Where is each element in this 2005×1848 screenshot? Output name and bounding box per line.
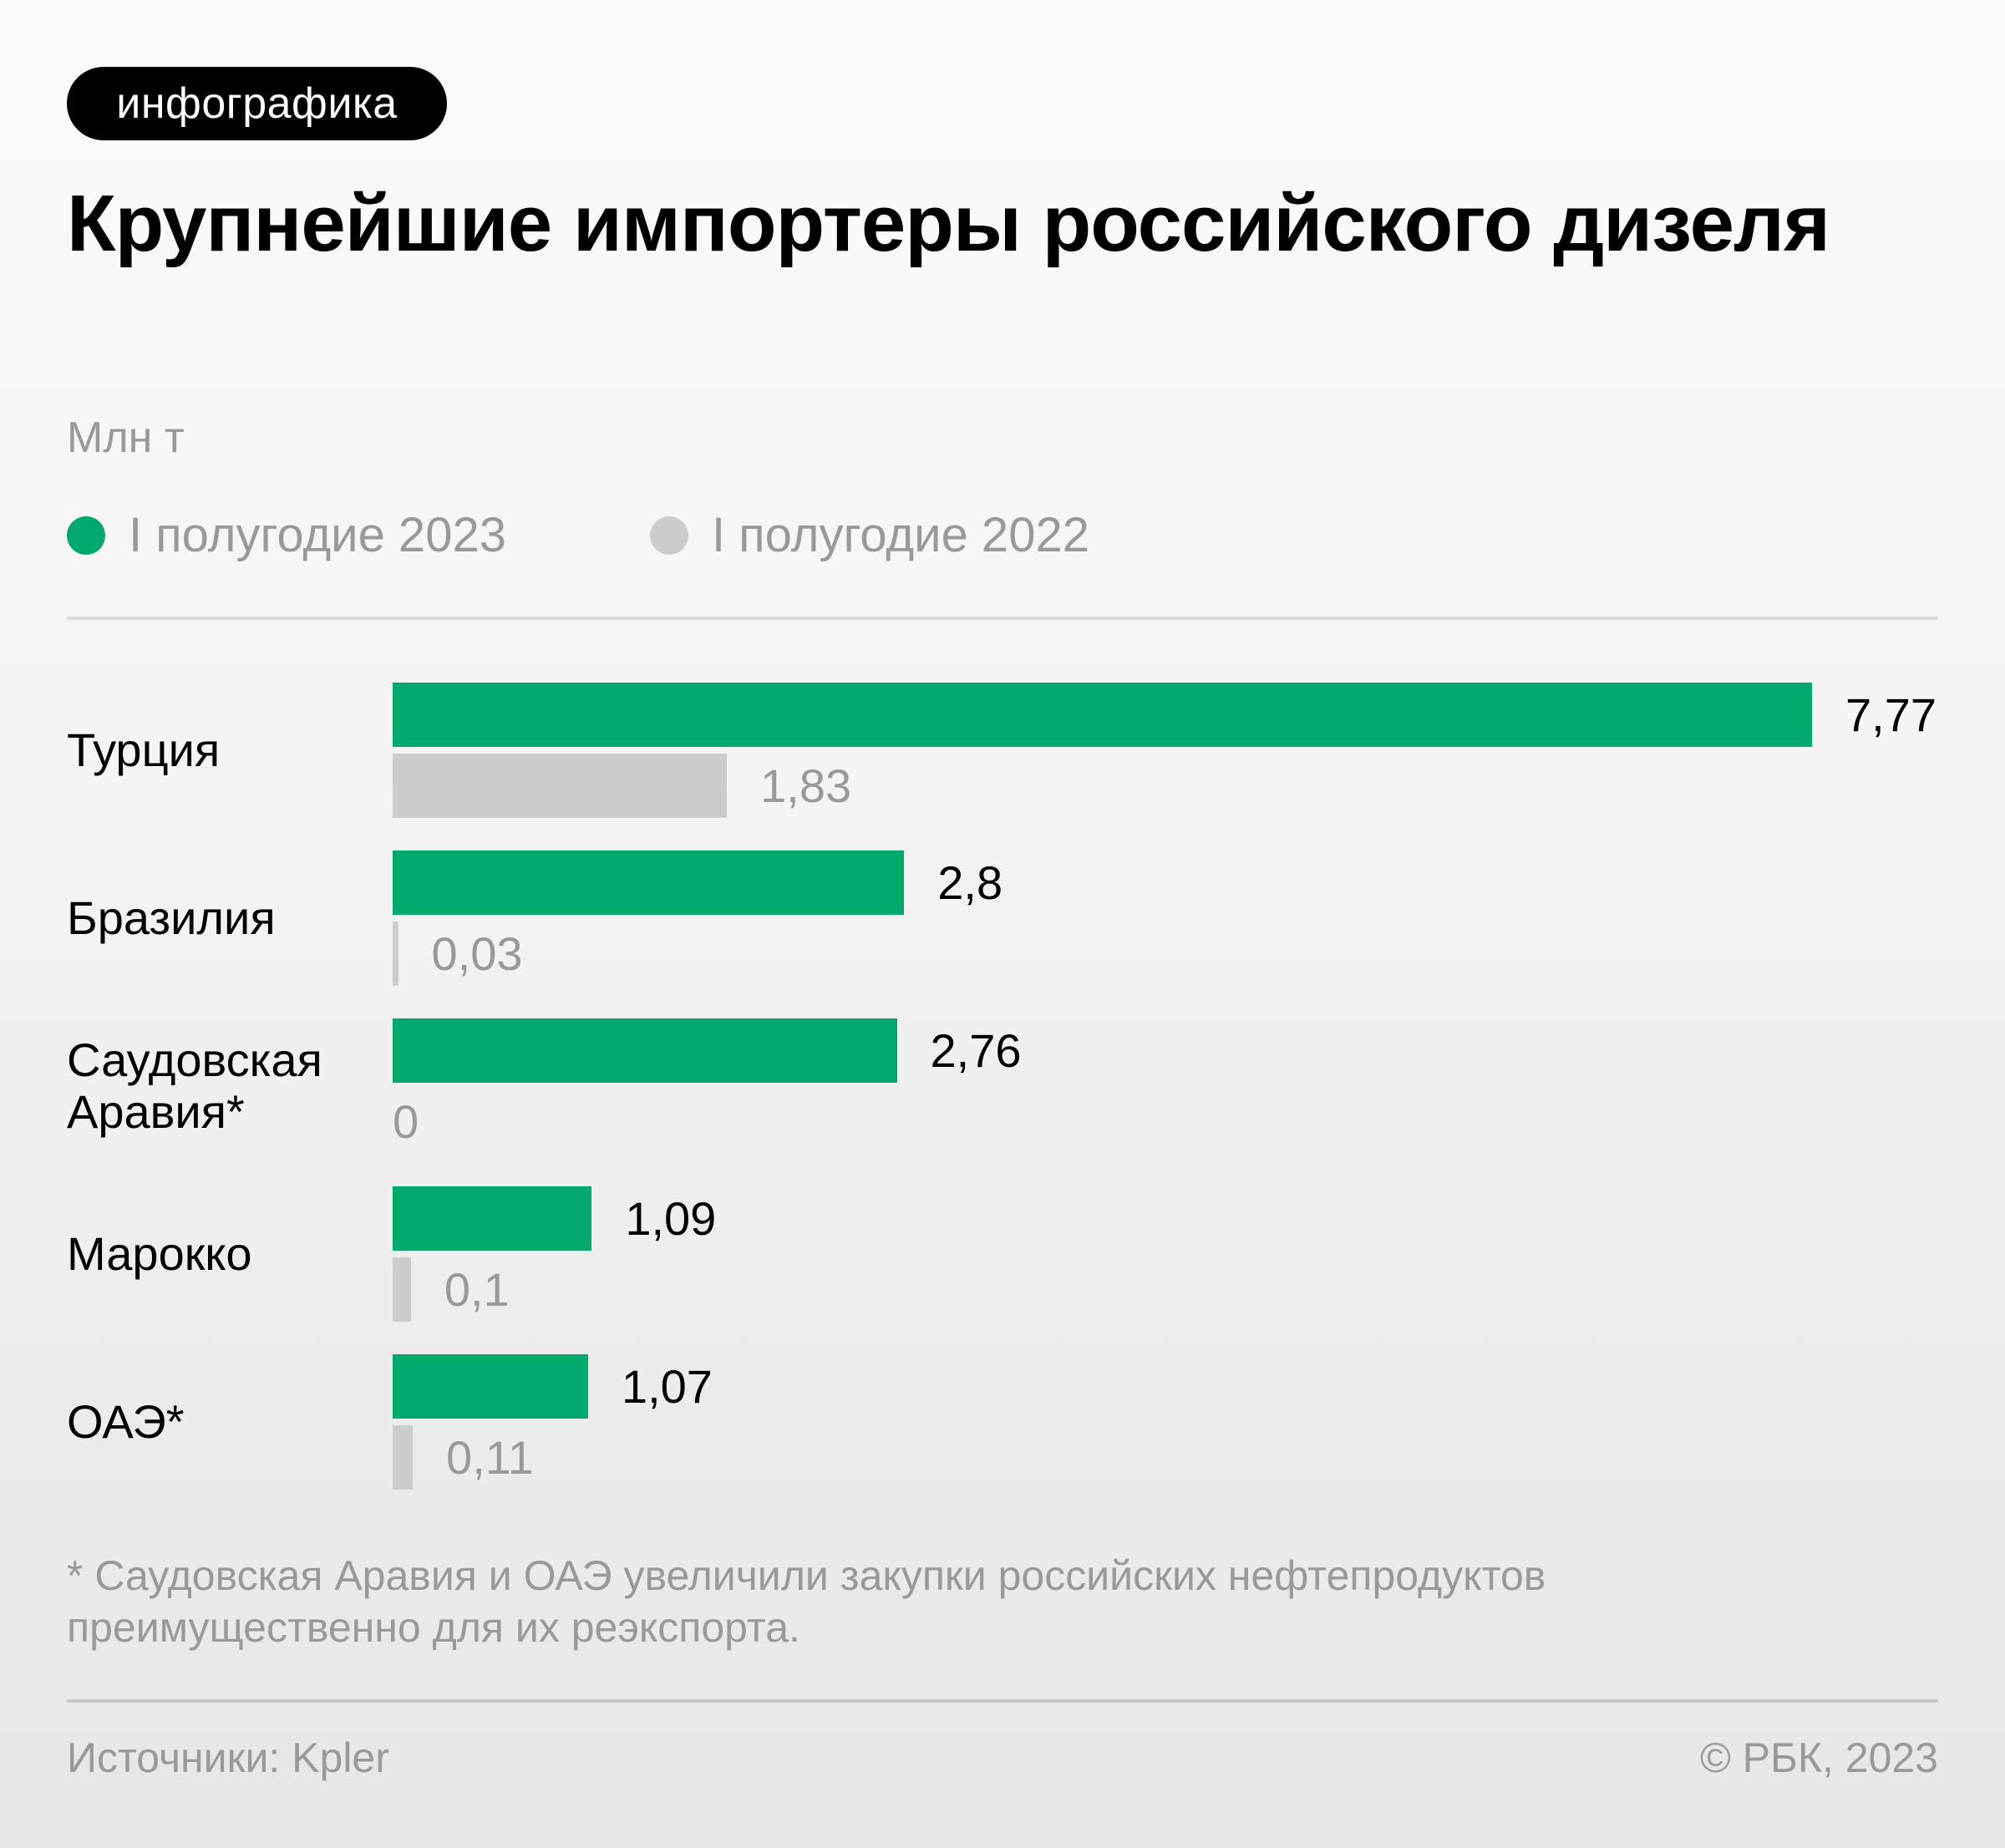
category-label-line: Бразилия — [67, 891, 276, 944]
legend-dot-icon-2023 — [67, 516, 105, 555]
legend-dot-icon-2022 — [650, 516, 688, 555]
category-label-line: ОАЭ* — [67, 1395, 185, 1448]
legend-label-2023: I полугодие 2023 — [129, 508, 506, 562]
legend-item-2022: I полугодие 2022 — [650, 506, 1089, 565]
category-label-line: Марокко — [67, 1227, 252, 1280]
value-label-2023: 1,07 — [621, 1360, 713, 1413]
bar-2022 — [393, 921, 398, 986]
category-label: Турция — [67, 724, 220, 776]
bar-2023 — [393, 1186, 592, 1251]
bar-2022 — [393, 1425, 414, 1490]
bar-2023 — [393, 850, 905, 915]
legend-label-2022: I полугодие 2022 — [712, 508, 1089, 562]
top-divider — [67, 617, 1938, 620]
category-label: Бразилия — [67, 892, 276, 944]
infographic-badge: инфографика — [67, 67, 447, 140]
bar-2022 — [393, 1257, 411, 1322]
bar-2023 — [393, 1354, 588, 1419]
bar-2023 — [393, 1018, 897, 1083]
bottom-divider — [67, 1699, 1938, 1703]
value-label-2022: 0,03 — [431, 927, 523, 980]
category-label: ОАЭ* — [67, 1396, 185, 1448]
category-label: Саудовская Аравия* — [67, 1034, 322, 1138]
category-label-line: Турция — [67, 723, 221, 776]
value-label-2022: 0,11 — [446, 1431, 534, 1484]
value-label-2023: 7,77 — [1845, 688, 1936, 741]
value-label-2022: 1,83 — [760, 759, 852, 812]
bar-2023 — [393, 683, 1812, 747]
copyright-label: © РБК, 2023 — [1699, 1734, 1938, 1781]
chart-title: Крупнейшие импортеры российского дизеля — [67, 179, 1830, 268]
value-label-2023: 2,76 — [930, 1024, 1022, 1077]
value-label-2023: 1,09 — [625, 1192, 717, 1245]
bar-2022 — [393, 754, 728, 818]
legend-item-2023: I полугодие 2023 — [67, 506, 506, 565]
value-label-2022: 0,1 — [444, 1263, 510, 1316]
source-label: Источники: Kpler — [67, 1734, 389, 1781]
category-label-line: Аравия* — [67, 1085, 245, 1138]
category-label-line: Саудовская — [67, 1033, 322, 1086]
unit-label: Млн т — [67, 414, 185, 462]
value-label-2023: 2,8 — [937, 856, 1003, 909]
footnote: * Саудовская Аравия и ОАЭ увеличили заку… — [67, 1552, 1546, 1651]
value-label-2022: 0 — [393, 1095, 419, 1148]
category-label: Марокко — [67, 1228, 251, 1280]
